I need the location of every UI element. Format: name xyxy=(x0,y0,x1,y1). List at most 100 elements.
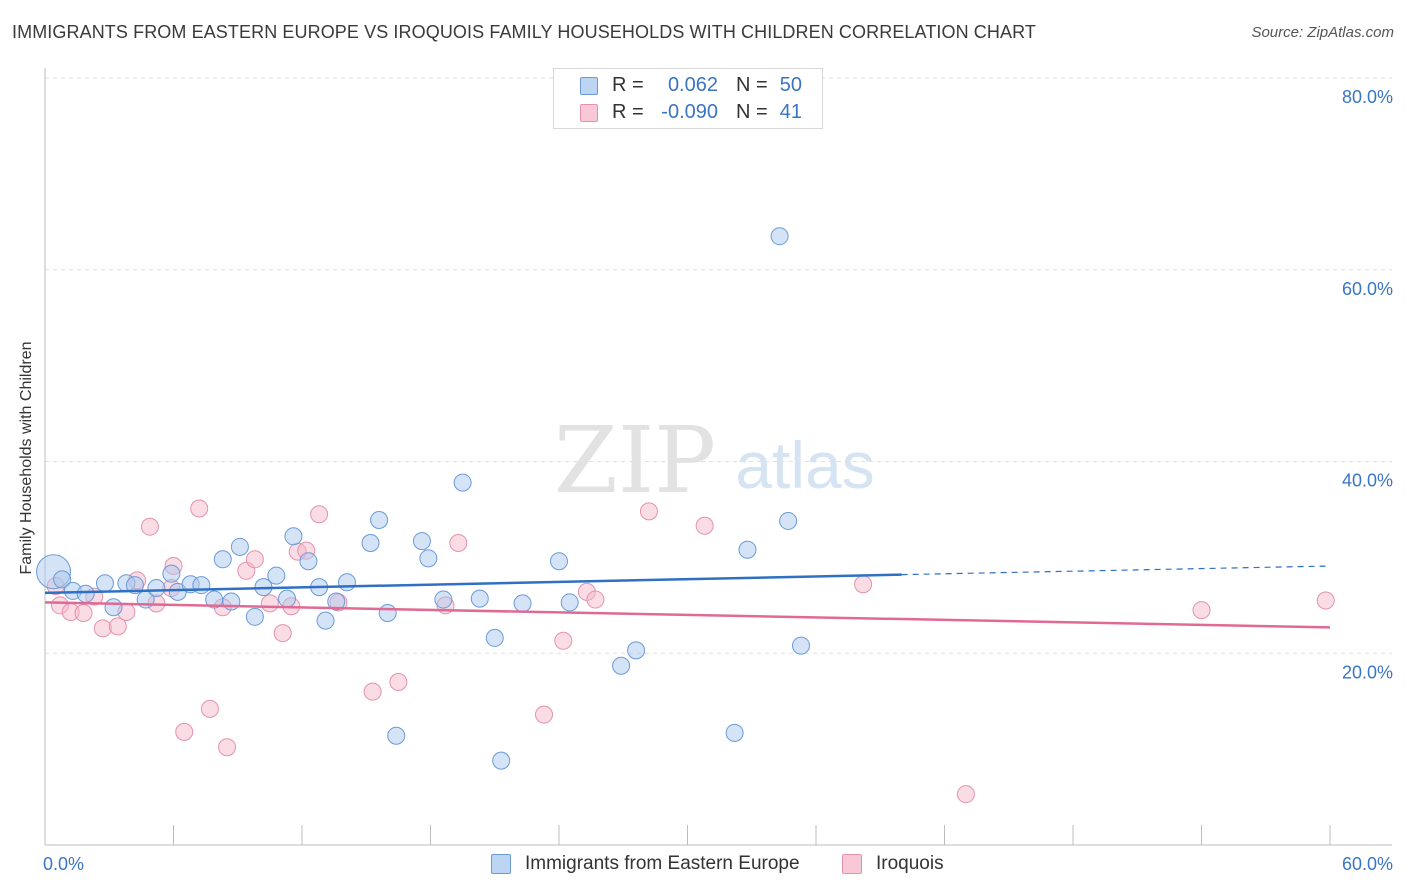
x-tick-labels: 0.0% 60.0% xyxy=(43,854,1393,874)
point-eastern-europe xyxy=(230,537,249,556)
axes xyxy=(44,68,1392,846)
point-eastern-europe xyxy=(299,552,318,571)
point-eastern-europe xyxy=(550,552,568,571)
point-eastern-europe xyxy=(419,549,438,568)
chart-source: Source: ZipAtlas.com xyxy=(1251,24,1394,41)
n-label: N = xyxy=(736,101,768,123)
point-iroquois xyxy=(218,738,237,757)
point-eastern-europe xyxy=(492,751,511,770)
point-eastern-europe xyxy=(278,589,297,608)
point-iroquois xyxy=(695,516,714,535)
legend-swatch-blue xyxy=(491,854,511,874)
chart-title: IMMIGRANTS FROM EASTERN EUROPE VS IROQUO… xyxy=(12,22,1036,42)
point-eastern-europe xyxy=(770,227,789,246)
point-iroquois xyxy=(389,673,408,692)
point-eastern-europe xyxy=(337,573,356,592)
legend-label: Iroquois xyxy=(876,853,944,874)
point-eastern-europe xyxy=(725,723,744,742)
point-eastern-europe xyxy=(162,564,181,583)
point-iroquois xyxy=(854,575,873,594)
point-eastern-europe xyxy=(222,592,241,611)
series-eastern-europe-points xyxy=(36,227,811,770)
x-tick-label: 0.0% xyxy=(43,854,84,874)
point-eastern-europe xyxy=(378,603,397,622)
watermark-zip: ZIP xyxy=(554,407,716,514)
point-eastern-europe xyxy=(76,584,95,603)
point-eastern-europe xyxy=(792,636,811,655)
point-iroquois xyxy=(74,603,93,622)
legend-swatch-pink xyxy=(842,854,862,874)
point-eastern-europe xyxy=(370,510,389,529)
stats-legend: R = 0.062 N = 50 R = -0.090 N = 41 xyxy=(553,68,823,129)
point-eastern-europe xyxy=(327,592,346,611)
point-iroquois xyxy=(449,533,468,552)
point-eastern-europe xyxy=(412,532,431,551)
stats-row-eastern-europe: R = 0.062 N = 50 xyxy=(554,73,822,99)
y-tick-labels: 20.0% 40.0% 60.0% 80.0% xyxy=(1342,87,1393,682)
point-eastern-europe xyxy=(779,511,798,530)
point-eastern-europe xyxy=(192,576,211,595)
point-eastern-europe xyxy=(387,726,406,745)
r-value: 0.062 xyxy=(667,74,718,96)
n-label: N = xyxy=(736,74,768,96)
r-label: R = xyxy=(612,101,644,123)
point-iroquois xyxy=(310,505,329,524)
point-iroquois xyxy=(554,631,573,650)
point-iroquois xyxy=(260,594,279,613)
point-iroquois xyxy=(175,722,194,741)
stats-row-iroquois: R = -0.090 N = 41 xyxy=(554,100,822,126)
point-eastern-europe xyxy=(627,641,646,660)
point-eastern-europe xyxy=(453,473,472,492)
r-value: -0.090 xyxy=(661,101,718,123)
n-value: 41 xyxy=(779,101,802,123)
n-value: 50 xyxy=(779,74,802,96)
point-iroquois xyxy=(586,590,605,609)
trend-line-eastern-europe-projection xyxy=(901,565,1331,576)
point-eastern-europe xyxy=(361,533,380,552)
legend-swatch-pink xyxy=(580,104,598,122)
point-eastern-europe xyxy=(612,656,631,675)
r-label: R = xyxy=(612,74,644,96)
y-tick-label: 80.0% xyxy=(1342,87,1393,107)
point-eastern-europe xyxy=(213,550,232,569)
y-tick-label: 40.0% xyxy=(1342,471,1393,491)
point-eastern-europe xyxy=(53,570,72,589)
point-eastern-europe xyxy=(267,566,286,585)
point-iroquois xyxy=(140,517,159,536)
point-iroquois xyxy=(639,502,658,521)
point-iroquois xyxy=(535,705,554,724)
x-tick-label: 60.0% xyxy=(1342,854,1393,874)
trend-line-eastern-europe xyxy=(44,573,902,595)
point-iroquois xyxy=(273,624,292,643)
point-eastern-europe xyxy=(284,527,303,546)
point-iroquois xyxy=(190,499,209,518)
y-tick-label: 60.0% xyxy=(1342,279,1393,299)
point-eastern-europe xyxy=(485,628,504,647)
point-iroquois xyxy=(200,699,219,718)
point-eastern-europe xyxy=(316,611,335,630)
point-eastern-europe xyxy=(245,607,264,626)
legend-label: Immigrants from Eastern Europe xyxy=(525,853,800,874)
point-iroquois xyxy=(1316,591,1335,610)
point-iroquois xyxy=(1192,601,1211,620)
point-iroquois xyxy=(108,617,127,636)
gridlines xyxy=(45,77,1392,654)
legend-swatch-blue xyxy=(580,77,598,95)
trend-line-iroquois xyxy=(44,601,1331,629)
point-eastern-europe xyxy=(470,589,489,608)
point-iroquois xyxy=(363,682,382,701)
y-tick-label: 20.0% xyxy=(1342,662,1393,682)
point-eastern-europe xyxy=(560,593,579,612)
point-eastern-europe xyxy=(434,590,453,609)
point-iroquois xyxy=(93,619,112,638)
watermark-atlas: atlas xyxy=(735,428,874,502)
point-eastern-europe xyxy=(104,598,123,617)
point-eastern-europe xyxy=(125,576,144,595)
series-legend: Immigrants from Eastern Europe Iroquois xyxy=(0,852,1406,878)
point-iroquois xyxy=(245,550,264,569)
trend-lines xyxy=(44,565,1331,629)
point-eastern-europe xyxy=(513,594,532,613)
point-eastern-europe xyxy=(147,579,166,598)
point-eastern-europe xyxy=(738,540,757,559)
